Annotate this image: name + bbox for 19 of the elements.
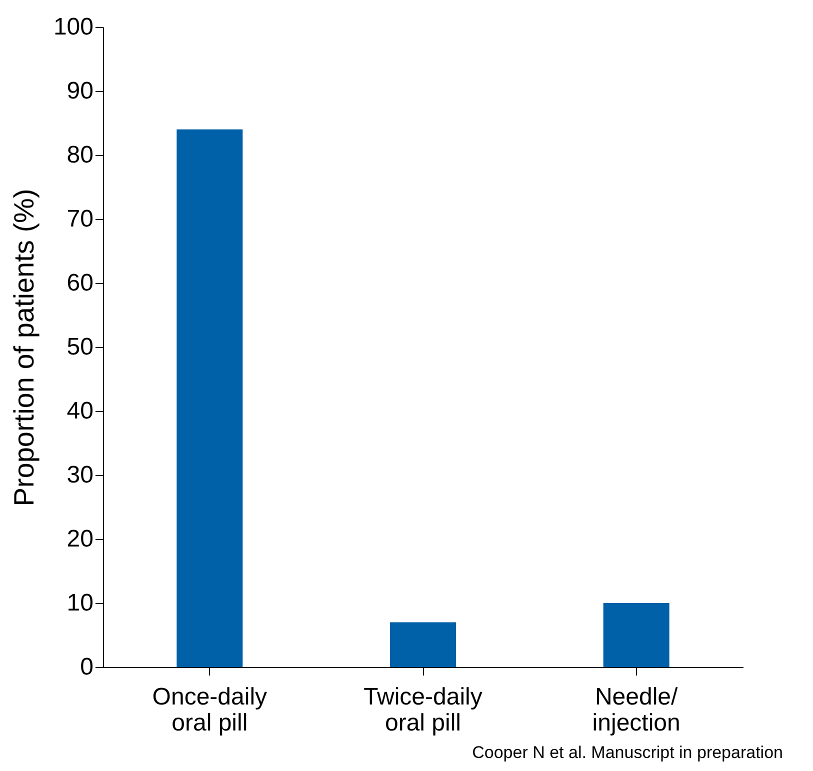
y-tick-label: 90 <box>66 78 94 104</box>
y-tick-label: 50 <box>66 334 94 360</box>
bar <box>603 603 670 667</box>
y-tick-label: 70 <box>66 206 94 232</box>
y-tick-label: 40 <box>66 398 94 424</box>
y-tick-label: 30 <box>66 462 94 488</box>
y-tick-label: 100 <box>53 14 94 40</box>
y-tick-label: 10 <box>66 590 94 616</box>
bar <box>176 129 243 667</box>
y-axis-title: Proportion of patients (%) <box>8 188 40 506</box>
x-tick-label: Twice-daily oral pill <box>364 684 482 736</box>
x-tick-label: Needle/ injection <box>592 684 680 736</box>
text: Cooper N et al. Manuscript in preparation <box>472 743 783 762</box>
x-tick-label: Once-daily oral pill <box>152 684 268 736</box>
bar <box>390 622 456 667</box>
y-tick-label: 60 <box>66 270 94 296</box>
y-tick-label: 20 <box>66 526 94 552</box>
y-tick-label: 0 <box>80 654 94 680</box>
y-tick-label: 80 <box>66 142 94 168</box>
